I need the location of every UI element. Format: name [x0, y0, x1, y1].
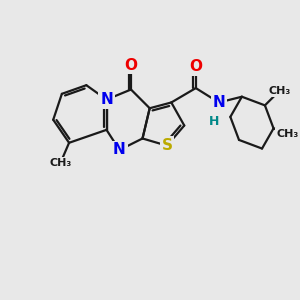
Text: CH₃: CH₃ — [49, 158, 72, 168]
Text: O: O — [124, 58, 137, 73]
Text: CH₃: CH₃ — [268, 86, 290, 96]
Text: H: H — [209, 115, 220, 128]
Text: N: N — [113, 142, 126, 158]
Text: CH₃: CH₃ — [277, 129, 299, 139]
Text: N: N — [100, 92, 113, 107]
Text: S: S — [161, 138, 172, 153]
Text: N: N — [212, 95, 225, 110]
Text: O: O — [189, 59, 202, 74]
